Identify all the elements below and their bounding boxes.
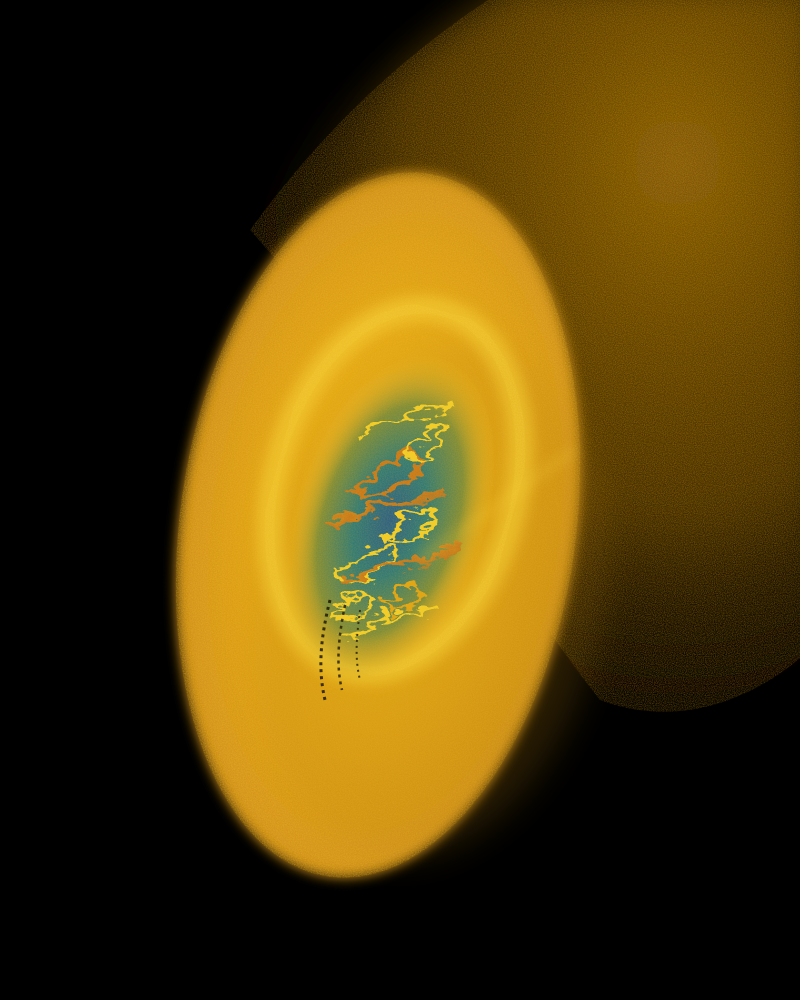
striation-streak (319, 599, 361, 701)
swirl-core (285, 355, 495, 685)
light-band (417, 446, 578, 564)
